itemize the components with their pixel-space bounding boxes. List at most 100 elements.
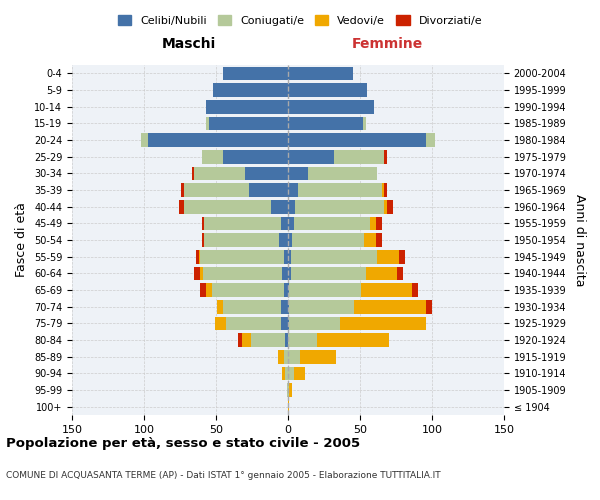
Bar: [282, 266, 288, 280]
Bar: [249, 183, 288, 197]
Bar: [385, 200, 388, 213]
Bar: [363, 116, 366, 130]
Bar: [295, 200, 385, 213]
Bar: [223, 300, 281, 314]
Bar: [370, 216, 376, 230]
Bar: [288, 316, 289, 330]
Bar: [288, 400, 289, 413]
Bar: [202, 233, 205, 247]
Bar: [382, 183, 385, 197]
Bar: [200, 266, 203, 280]
Bar: [289, 383, 292, 397]
Bar: [202, 150, 223, 164]
Bar: [141, 133, 148, 147]
Bar: [278, 350, 284, 364]
Bar: [354, 300, 426, 314]
Bar: [199, 250, 200, 264]
Bar: [287, 383, 288, 397]
Bar: [217, 300, 223, 314]
Bar: [366, 266, 397, 280]
Bar: [203, 266, 282, 280]
Bar: [194, 166, 245, 180]
Bar: [288, 266, 291, 280]
Bar: [200, 283, 206, 297]
Bar: [206, 116, 209, 130]
Bar: [215, 316, 226, 330]
Bar: [284, 250, 288, 264]
Bar: [245, 166, 288, 180]
Bar: [288, 216, 294, 230]
Bar: [292, 233, 364, 247]
Y-axis label: Fasce di età: Fasce di età: [16, 202, 28, 278]
Bar: [288, 333, 317, 347]
Legend: Celibi/Nubili, Coniugati/e, Vedovi/e, Divorziati/e: Celibi/Nubili, Coniugati/e, Vedovi/e, Di…: [113, 10, 487, 30]
Bar: [426, 300, 432, 314]
Bar: [288, 116, 363, 130]
Text: Maschi: Maschi: [161, 37, 216, 51]
Bar: [206, 100, 288, 114]
Bar: [288, 300, 289, 314]
Bar: [291, 250, 377, 264]
Bar: [289, 283, 361, 297]
Bar: [340, 316, 426, 330]
Bar: [377, 250, 399, 264]
Bar: [194, 266, 200, 280]
Bar: [184, 200, 271, 213]
Bar: [288, 250, 291, 264]
Bar: [397, 266, 403, 280]
Bar: [223, 150, 288, 164]
Bar: [280, 233, 288, 247]
Bar: [238, 333, 242, 347]
Bar: [288, 383, 289, 397]
Bar: [289, 316, 340, 330]
Bar: [288, 200, 295, 213]
Bar: [281, 316, 288, 330]
Bar: [299, 350, 335, 364]
Text: Femmine: Femmine: [352, 37, 423, 51]
Bar: [288, 233, 292, 247]
Bar: [334, 150, 385, 164]
Bar: [288, 166, 308, 180]
Bar: [184, 183, 249, 197]
Bar: [251, 333, 285, 347]
Bar: [202, 216, 205, 230]
Bar: [288, 183, 298, 197]
Bar: [288, 100, 374, 114]
Bar: [205, 233, 280, 247]
Bar: [426, 133, 435, 147]
Bar: [385, 183, 388, 197]
Bar: [209, 116, 288, 130]
Bar: [206, 283, 212, 297]
Bar: [179, 200, 184, 213]
Bar: [281, 300, 288, 314]
Bar: [200, 250, 284, 264]
Bar: [284, 350, 288, 364]
Bar: [288, 83, 367, 97]
Bar: [288, 283, 289, 297]
Bar: [388, 200, 393, 213]
Bar: [242, 333, 251, 347]
Bar: [288, 133, 426, 147]
Y-axis label: Anni di nascita: Anni di nascita: [573, 194, 586, 286]
Text: COMUNE DI ACQUASANTA TERME (AP) - Dati ISTAT 1° gennaio 2005 - Elaborazione TUTT: COMUNE DI ACQUASANTA TERME (AP) - Dati I…: [6, 471, 440, 480]
Bar: [282, 366, 285, 380]
Bar: [213, 83, 288, 97]
Bar: [148, 133, 288, 147]
Bar: [317, 333, 389, 347]
Bar: [196, 250, 199, 264]
Text: Popolazione per età, sesso e stato civile - 2005: Popolazione per età, sesso e stato civil…: [6, 437, 360, 450]
Bar: [288, 66, 353, 80]
Bar: [361, 283, 412, 297]
Bar: [284, 283, 288, 297]
Bar: [291, 266, 366, 280]
Bar: [285, 333, 288, 347]
Bar: [212, 283, 284, 297]
Bar: [271, 200, 288, 213]
Bar: [298, 183, 382, 197]
Bar: [288, 366, 294, 380]
Bar: [288, 350, 299, 364]
Bar: [191, 166, 194, 180]
Bar: [399, 250, 404, 264]
Bar: [364, 233, 376, 247]
Bar: [412, 283, 418, 297]
